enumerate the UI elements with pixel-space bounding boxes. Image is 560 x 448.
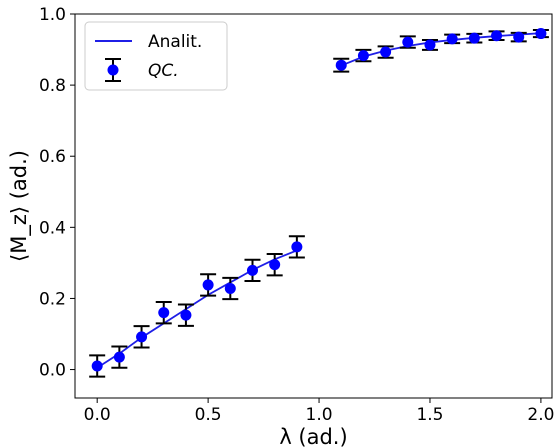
x-tick-label: 0.5 <box>195 405 222 425</box>
x-tick-label: 1.0 <box>306 405 333 425</box>
y-tick-label: 0.4 <box>39 218 66 238</box>
analit-line <box>340 32 541 67</box>
y-axis: 0.0 0.2 0.4 0.6 0.8 1.0 <box>39 5 75 381</box>
qc-point <box>91 360 103 372</box>
qc-point <box>380 46 392 58</box>
y-tick-label: 0.6 <box>39 147 66 167</box>
qc-point <box>468 32 480 44</box>
qc-point <box>113 351 125 363</box>
x-tick-label: 2.0 <box>527 405 554 425</box>
legend: Analit. QC. <box>84 21 228 91</box>
x-tick-label: 0.0 <box>84 405 111 425</box>
qc-point <box>335 59 347 71</box>
y-axis-label: ⟨M_z⟩ (ad.) <box>7 150 32 262</box>
qc-point <box>357 50 369 62</box>
legend-errorbar-swatch <box>105 58 121 82</box>
y-tick-label: 0.2 <box>39 289 66 309</box>
x-axis: 0.0 0.5 1.0 1.5 2.0 <box>84 398 554 425</box>
legend-box <box>84 21 228 91</box>
plot-frame <box>74 13 553 399</box>
y-tick-label: 0.0 <box>39 361 66 381</box>
legend-label-analit: Analit. <box>148 32 202 52</box>
qc-point <box>446 33 458 45</box>
qc-point <box>180 309 192 321</box>
qc-point <box>491 30 503 42</box>
legend-point <box>107 64 119 76</box>
plot-area <box>74 13 553 399</box>
qc-point <box>402 36 414 48</box>
qc-point <box>136 331 148 343</box>
qc-point <box>202 279 214 291</box>
x-tick-label: 1.5 <box>416 405 443 425</box>
qc-point <box>224 282 236 294</box>
analit-line <box>96 249 298 369</box>
qc-point <box>291 241 303 253</box>
y-tick-label: 1.0 <box>39 5 66 25</box>
qc-point <box>158 307 170 319</box>
x-axis-label: λ (ad.) <box>279 425 347 448</box>
legend-label-qc: QC. <box>148 61 179 81</box>
qc-point <box>535 28 547 40</box>
qc-point <box>269 259 281 271</box>
y-tick-label: 0.8 <box>39 76 66 96</box>
qc-point <box>424 39 436 51</box>
qc-point <box>513 31 525 43</box>
qc-point <box>246 264 258 276</box>
